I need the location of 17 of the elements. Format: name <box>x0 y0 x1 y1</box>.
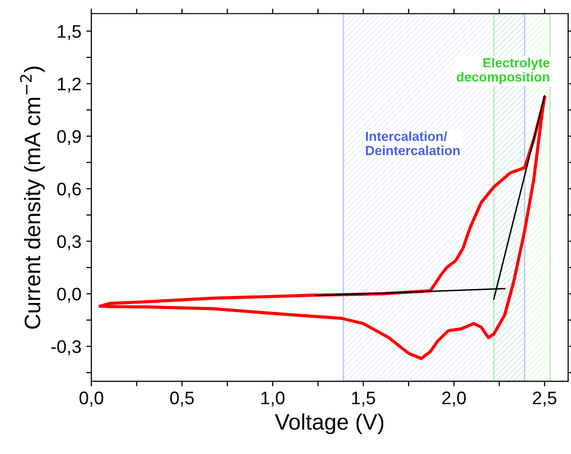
y-tick-label: 0,9 <box>57 130 81 146</box>
y-tick-label: 0,0 <box>57 288 81 303</box>
x-tick-label: 0,5 <box>170 392 194 406</box>
x-axis-title: Voltage (V) <box>274 413 384 434</box>
x-tick-label: 0,0 <box>80 392 104 406</box>
y-tick-label: 1,5 <box>58 25 81 40</box>
x-tick-label: 2,5 <box>532 392 556 406</box>
y-tick-label: 1,2 <box>58 78 81 93</box>
band-label: Intercalation/ Deintercalation <box>366 131 460 156</box>
y-tick-label: 0,6 <box>57 182 81 198</box>
band-label: Electrolyte decomposition <box>456 58 550 84</box>
x-tick-label: 1,5 <box>352 392 376 406</box>
y-tick-label: -0,3 <box>51 340 81 356</box>
x-tick-label: 2,0 <box>442 392 466 406</box>
x-tick-label: 1,0 <box>261 392 284 406</box>
y-tick-label: 0,3 <box>57 235 81 250</box>
y-axis-title: Current density (mA cm$^{−2}$) <box>20 66 45 329</box>
